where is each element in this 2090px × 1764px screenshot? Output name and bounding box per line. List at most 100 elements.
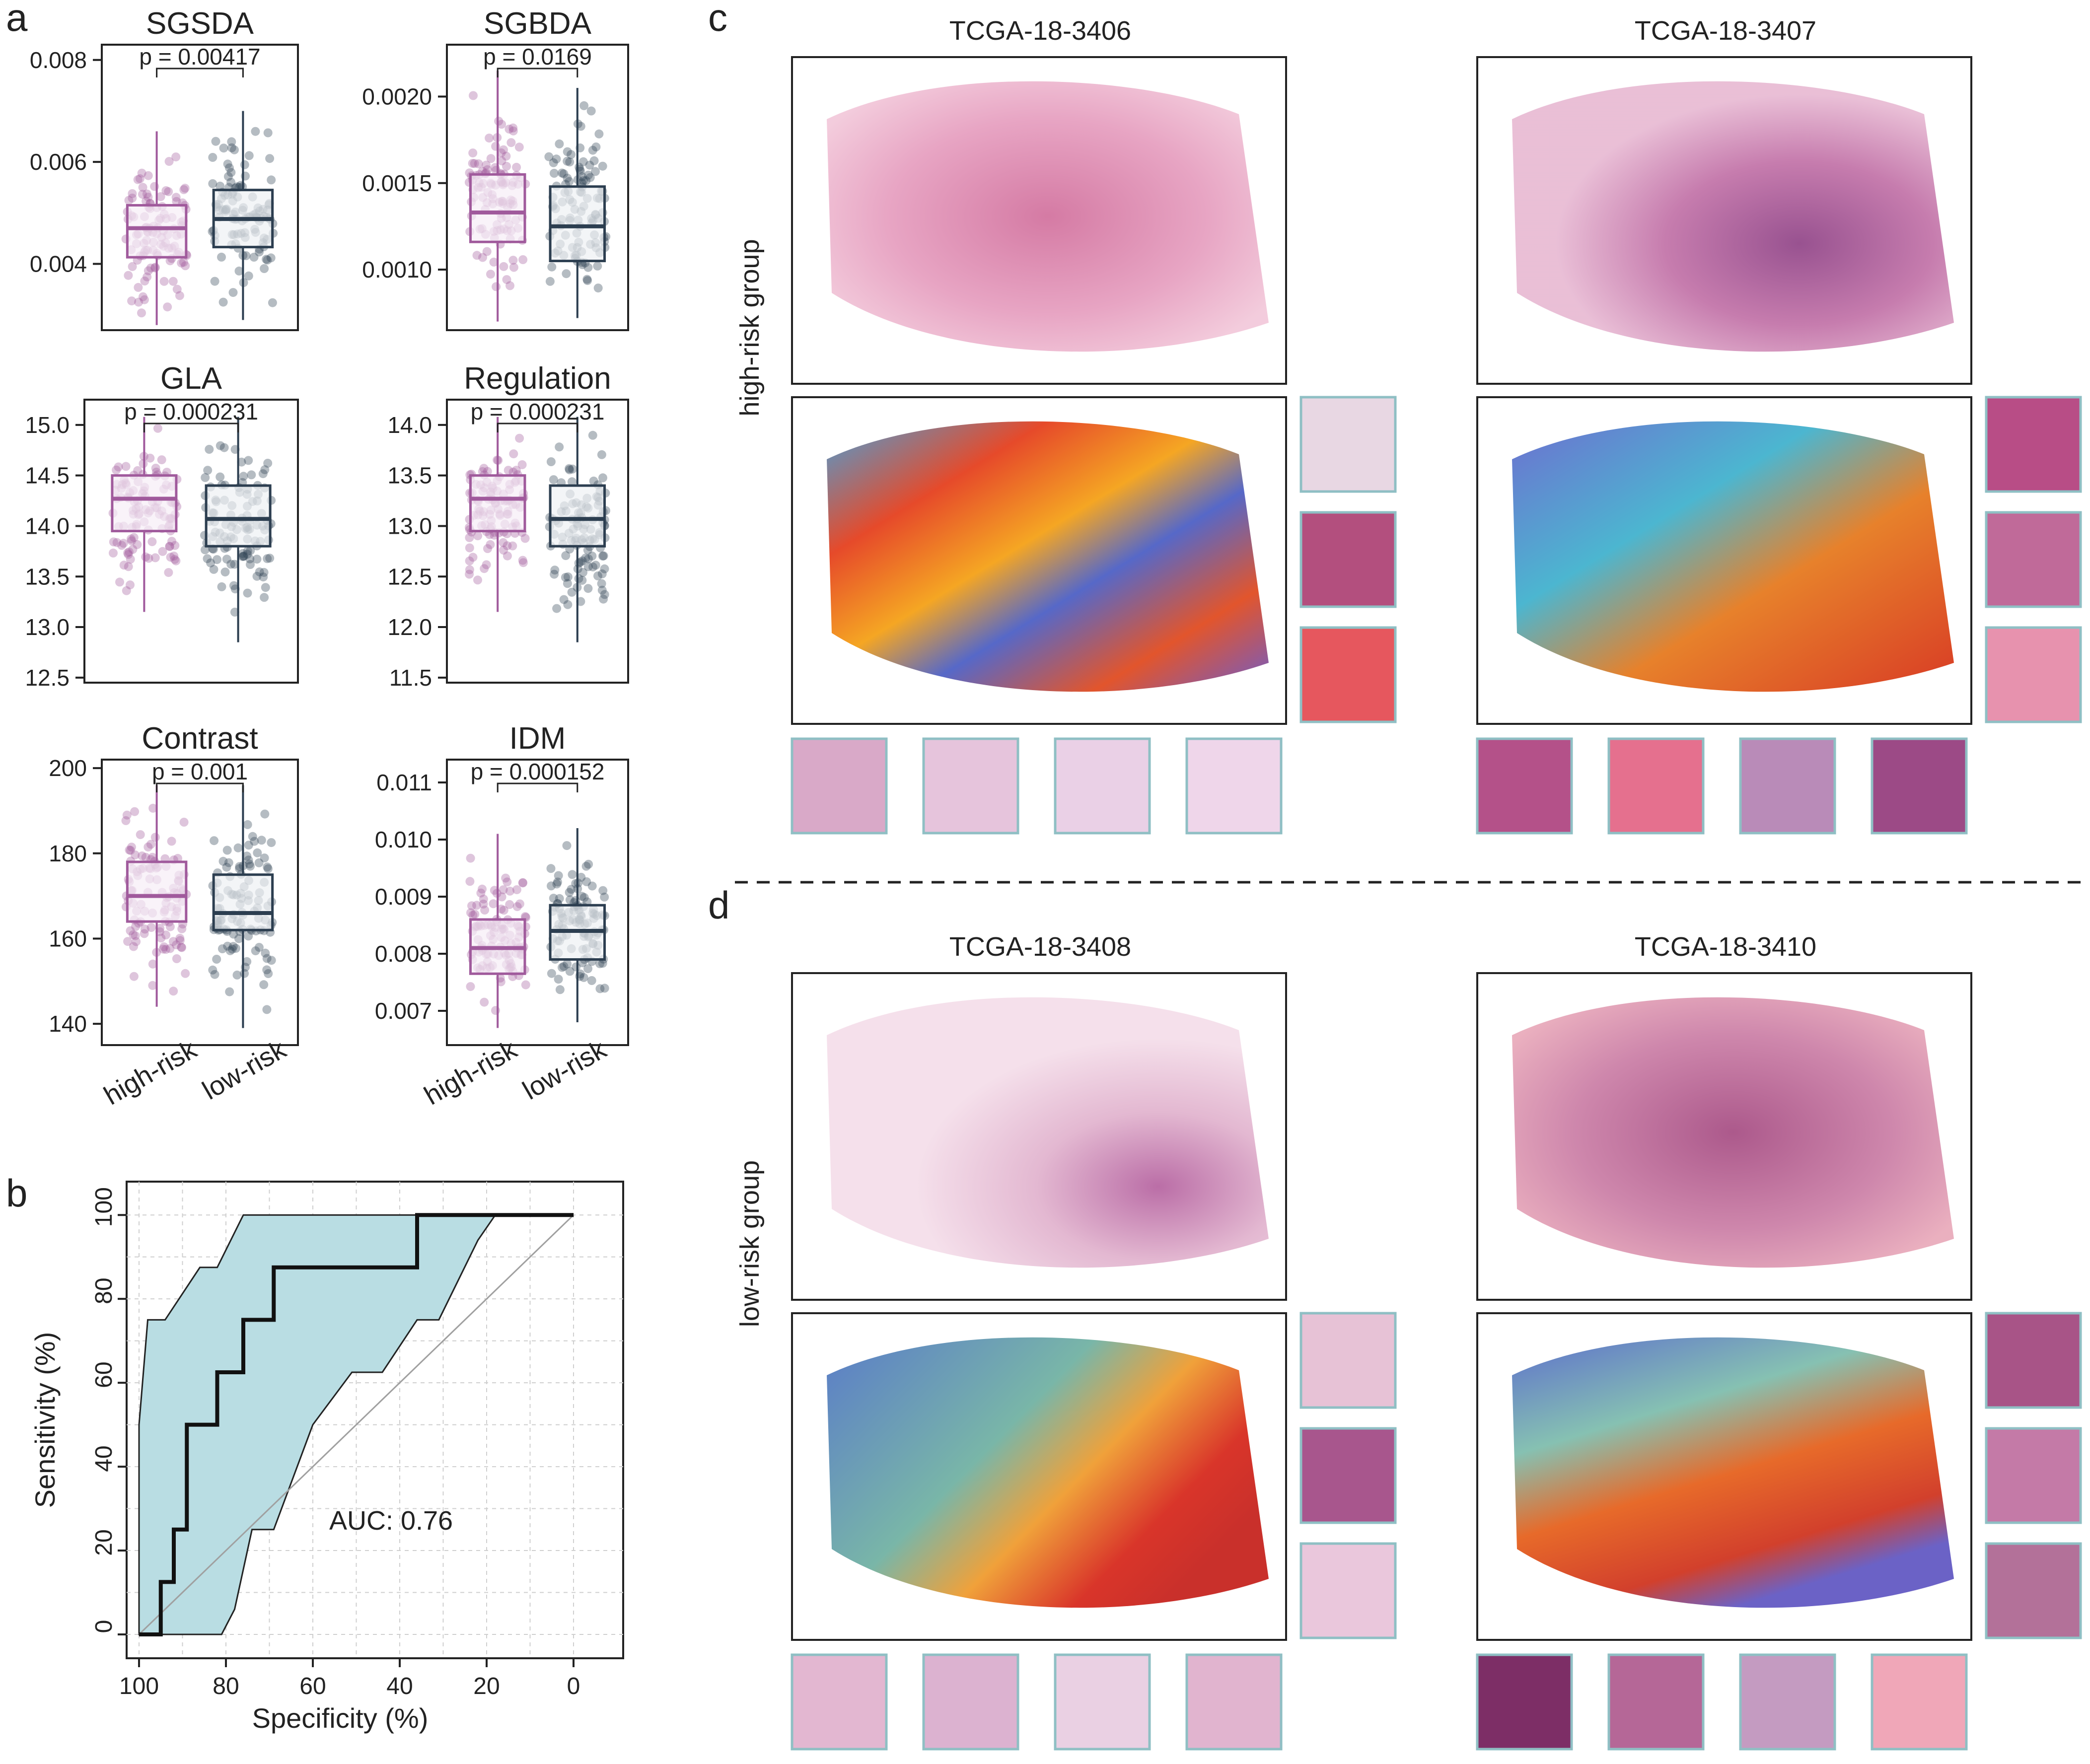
slide-tcga-18-3410: TCGA-18-3410 (1476, 932, 2082, 1751)
y-tick-label: 14.0 (387, 412, 432, 438)
significance-bracket (497, 423, 578, 432)
data-point (264, 969, 273, 978)
data-point (567, 885, 576, 894)
data-point (555, 894, 564, 903)
data-point (483, 467, 492, 476)
data-point (243, 820, 252, 829)
data-point (558, 963, 567, 972)
data-point (171, 152, 181, 162)
data-point (499, 885, 508, 895)
data-point (565, 895, 575, 905)
data-point (164, 157, 174, 166)
data-point (255, 247, 264, 257)
attention-heatmap (827, 1337, 1269, 1608)
diagonal-reference (138, 1214, 575, 1635)
data-point (588, 562, 598, 571)
data-point (171, 556, 181, 565)
data-point (259, 572, 268, 582)
data-point (124, 550, 133, 559)
y-tick-label: 0.009 (375, 884, 432, 910)
slide-id: TCGA-18-3407 (1635, 16, 1816, 46)
data-point (217, 582, 226, 591)
data-point (218, 856, 228, 866)
data-point (239, 552, 249, 561)
data-point (239, 552, 248, 561)
panel-label-c: c (708, 0, 727, 39)
data-point (128, 194, 137, 203)
data-point (490, 530, 499, 540)
data-point (124, 196, 134, 205)
data-point (499, 546, 508, 555)
data-point (563, 173, 572, 183)
data-point (220, 567, 230, 577)
box-iqr (126, 204, 188, 259)
data-point (253, 848, 262, 857)
data-point (562, 269, 571, 279)
patch-thumbnail (1985, 511, 2082, 608)
data-point (263, 864, 273, 873)
roc-frame (126, 1181, 624, 1659)
data-point (263, 255, 272, 265)
patch-thumbnail (1185, 1653, 1283, 1751)
patch-thumbnail (791, 737, 888, 835)
data-point (141, 852, 150, 862)
data-point (167, 837, 176, 846)
significance-bracket (156, 782, 244, 792)
patch-thumbnail (1985, 1427, 2082, 1524)
data-point (518, 556, 527, 565)
data-point (240, 160, 249, 169)
data-point (157, 455, 166, 465)
data-point (233, 843, 243, 852)
data-point (117, 541, 127, 550)
data-point (172, 940, 181, 950)
data-point (262, 954, 272, 963)
data-point (243, 588, 252, 598)
y-tick-label: 180 (49, 841, 87, 866)
group-label: high-risk group (735, 239, 765, 416)
data-point (181, 969, 190, 978)
patch-thumbnail (1607, 1653, 1705, 1751)
plot-title: SGSDA (146, 6, 254, 41)
data-point (114, 462, 123, 472)
data-point (263, 128, 273, 138)
data-point (503, 877, 512, 887)
data-point (126, 555, 135, 564)
data-point (583, 546, 592, 555)
data-point (563, 156, 572, 166)
data-point (144, 171, 153, 180)
data-point (227, 143, 236, 152)
data-point (138, 190, 147, 199)
data-point (499, 145, 508, 154)
data-point (559, 962, 569, 971)
data-point (518, 878, 527, 888)
data-point (180, 184, 190, 193)
data-point (225, 987, 234, 996)
data-point (216, 441, 225, 450)
patch-thumbnail (1739, 1653, 1836, 1751)
data-point (561, 551, 571, 561)
data-point (259, 980, 269, 989)
data-point (479, 899, 488, 909)
data-point (577, 556, 587, 565)
data-point (172, 954, 181, 963)
data-point (499, 906, 508, 915)
data-point (577, 892, 586, 901)
data-point (505, 900, 514, 909)
plot-title: IDM (509, 721, 566, 756)
patch-thumbnail (1871, 1653, 1968, 1751)
significance-bracket (497, 782, 578, 792)
data-point (141, 552, 150, 562)
data-point (260, 593, 269, 602)
data-point (122, 586, 131, 595)
data-point (150, 553, 160, 563)
data-point (482, 160, 491, 170)
data-point (547, 262, 557, 272)
data-point (165, 944, 175, 953)
data-point (544, 152, 554, 161)
data-point (158, 547, 167, 556)
data-point (222, 555, 231, 564)
data-point (138, 851, 147, 860)
data-point (486, 540, 495, 549)
boxplot-sgsda: SGSDA 0.004 0.006 0.008 p = 0.00417 (30, 6, 299, 331)
data-point (577, 260, 587, 270)
